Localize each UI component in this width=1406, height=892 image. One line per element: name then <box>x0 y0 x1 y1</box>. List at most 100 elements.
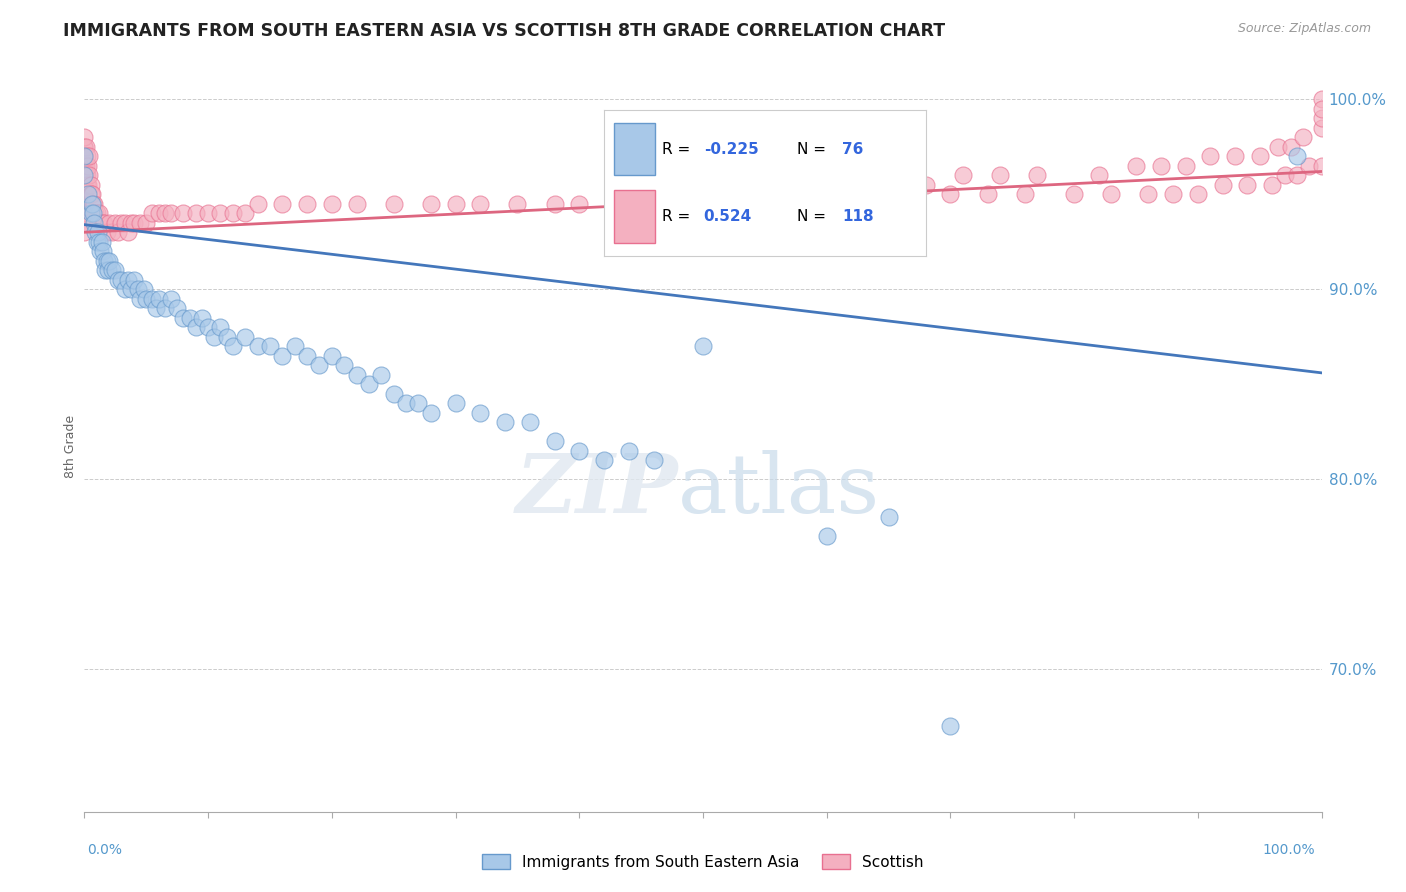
Point <box>184 320 207 334</box>
Y-axis label: 8th Grade: 8th Grade <box>65 415 77 477</box>
Point <box>132 282 155 296</box>
Point <box>135 216 157 230</box>
Point <box>568 443 591 458</box>
Point <box>83 216 105 230</box>
Point <box>233 330 256 344</box>
Point <box>568 196 591 211</box>
Point <box>73 216 96 230</box>
Point <box>120 216 142 230</box>
Point <box>100 263 122 277</box>
Legend: Immigrants from South Eastern Asia, Scottish: Immigrants from South Eastern Asia, Scot… <box>475 846 931 877</box>
Point <box>1274 168 1296 182</box>
Point <box>346 196 368 211</box>
Point <box>89 206 111 220</box>
Point <box>1261 178 1284 192</box>
Point <box>104 263 127 277</box>
Point <box>87 216 110 230</box>
Point <box>107 273 129 287</box>
Point <box>1088 168 1111 182</box>
Point <box>408 396 430 410</box>
Point <box>166 301 188 316</box>
Point <box>1249 149 1271 163</box>
Point <box>84 225 107 239</box>
Point <box>952 168 974 182</box>
Point <box>988 168 1011 182</box>
Point <box>184 206 207 220</box>
Point <box>506 196 529 211</box>
Point <box>148 292 170 306</box>
Point <box>1285 168 1308 182</box>
Point <box>89 235 111 249</box>
Point <box>419 406 441 420</box>
Point <box>852 196 875 211</box>
Point <box>222 206 245 220</box>
Point <box>1236 178 1258 192</box>
Text: atlas: atlas <box>678 450 880 530</box>
Point <box>357 377 380 392</box>
Point <box>815 529 838 543</box>
Point <box>1212 178 1234 192</box>
Point <box>605 196 627 211</box>
Point <box>77 187 100 202</box>
Point <box>202 330 225 344</box>
Text: 0.0%: 0.0% <box>87 843 122 857</box>
Point <box>107 225 129 239</box>
Point <box>395 396 418 410</box>
Point <box>543 196 565 211</box>
Point <box>1026 168 1049 182</box>
Point <box>321 196 343 211</box>
Point <box>271 196 294 211</box>
Point <box>122 273 145 287</box>
Point <box>73 149 96 163</box>
Point <box>73 149 96 163</box>
Point <box>1187 187 1209 202</box>
Point <box>643 196 665 211</box>
Point <box>73 206 96 220</box>
Point <box>1310 102 1333 116</box>
Point <box>1310 112 1333 126</box>
Point <box>110 216 132 230</box>
Point <box>246 196 269 211</box>
Point <box>73 196 96 211</box>
Point <box>246 339 269 353</box>
Point <box>73 149 96 163</box>
Point <box>382 196 405 211</box>
Point <box>84 206 107 220</box>
Point <box>129 292 152 306</box>
Point <box>593 453 616 467</box>
Point <box>444 396 467 410</box>
Point <box>96 253 118 268</box>
Point <box>79 178 101 192</box>
Point <box>1014 187 1036 202</box>
Point <box>120 282 142 296</box>
Point <box>141 206 163 220</box>
Point <box>153 301 176 316</box>
Point <box>75 140 97 154</box>
Point <box>333 358 356 372</box>
Point <box>73 187 96 202</box>
Point <box>153 206 176 220</box>
Point <box>77 159 100 173</box>
Point <box>444 196 467 211</box>
Point <box>104 216 127 230</box>
Point <box>191 310 214 325</box>
Point <box>100 225 122 239</box>
Point <box>321 349 343 363</box>
Point <box>233 206 256 220</box>
Point <box>1310 159 1333 173</box>
Point <box>1125 159 1147 173</box>
Point <box>877 510 900 524</box>
Point <box>80 196 103 211</box>
Point <box>135 292 157 306</box>
Point <box>73 130 96 145</box>
Point <box>73 178 96 192</box>
Point <box>728 196 751 211</box>
Text: Source: ZipAtlas.com: Source: ZipAtlas.com <box>1237 22 1371 36</box>
Point <box>89 216 111 230</box>
Point <box>91 244 114 259</box>
Point <box>76 149 98 163</box>
Point <box>80 187 103 202</box>
Point <box>117 273 139 287</box>
Point <box>73 159 96 173</box>
Point <box>1267 140 1289 154</box>
